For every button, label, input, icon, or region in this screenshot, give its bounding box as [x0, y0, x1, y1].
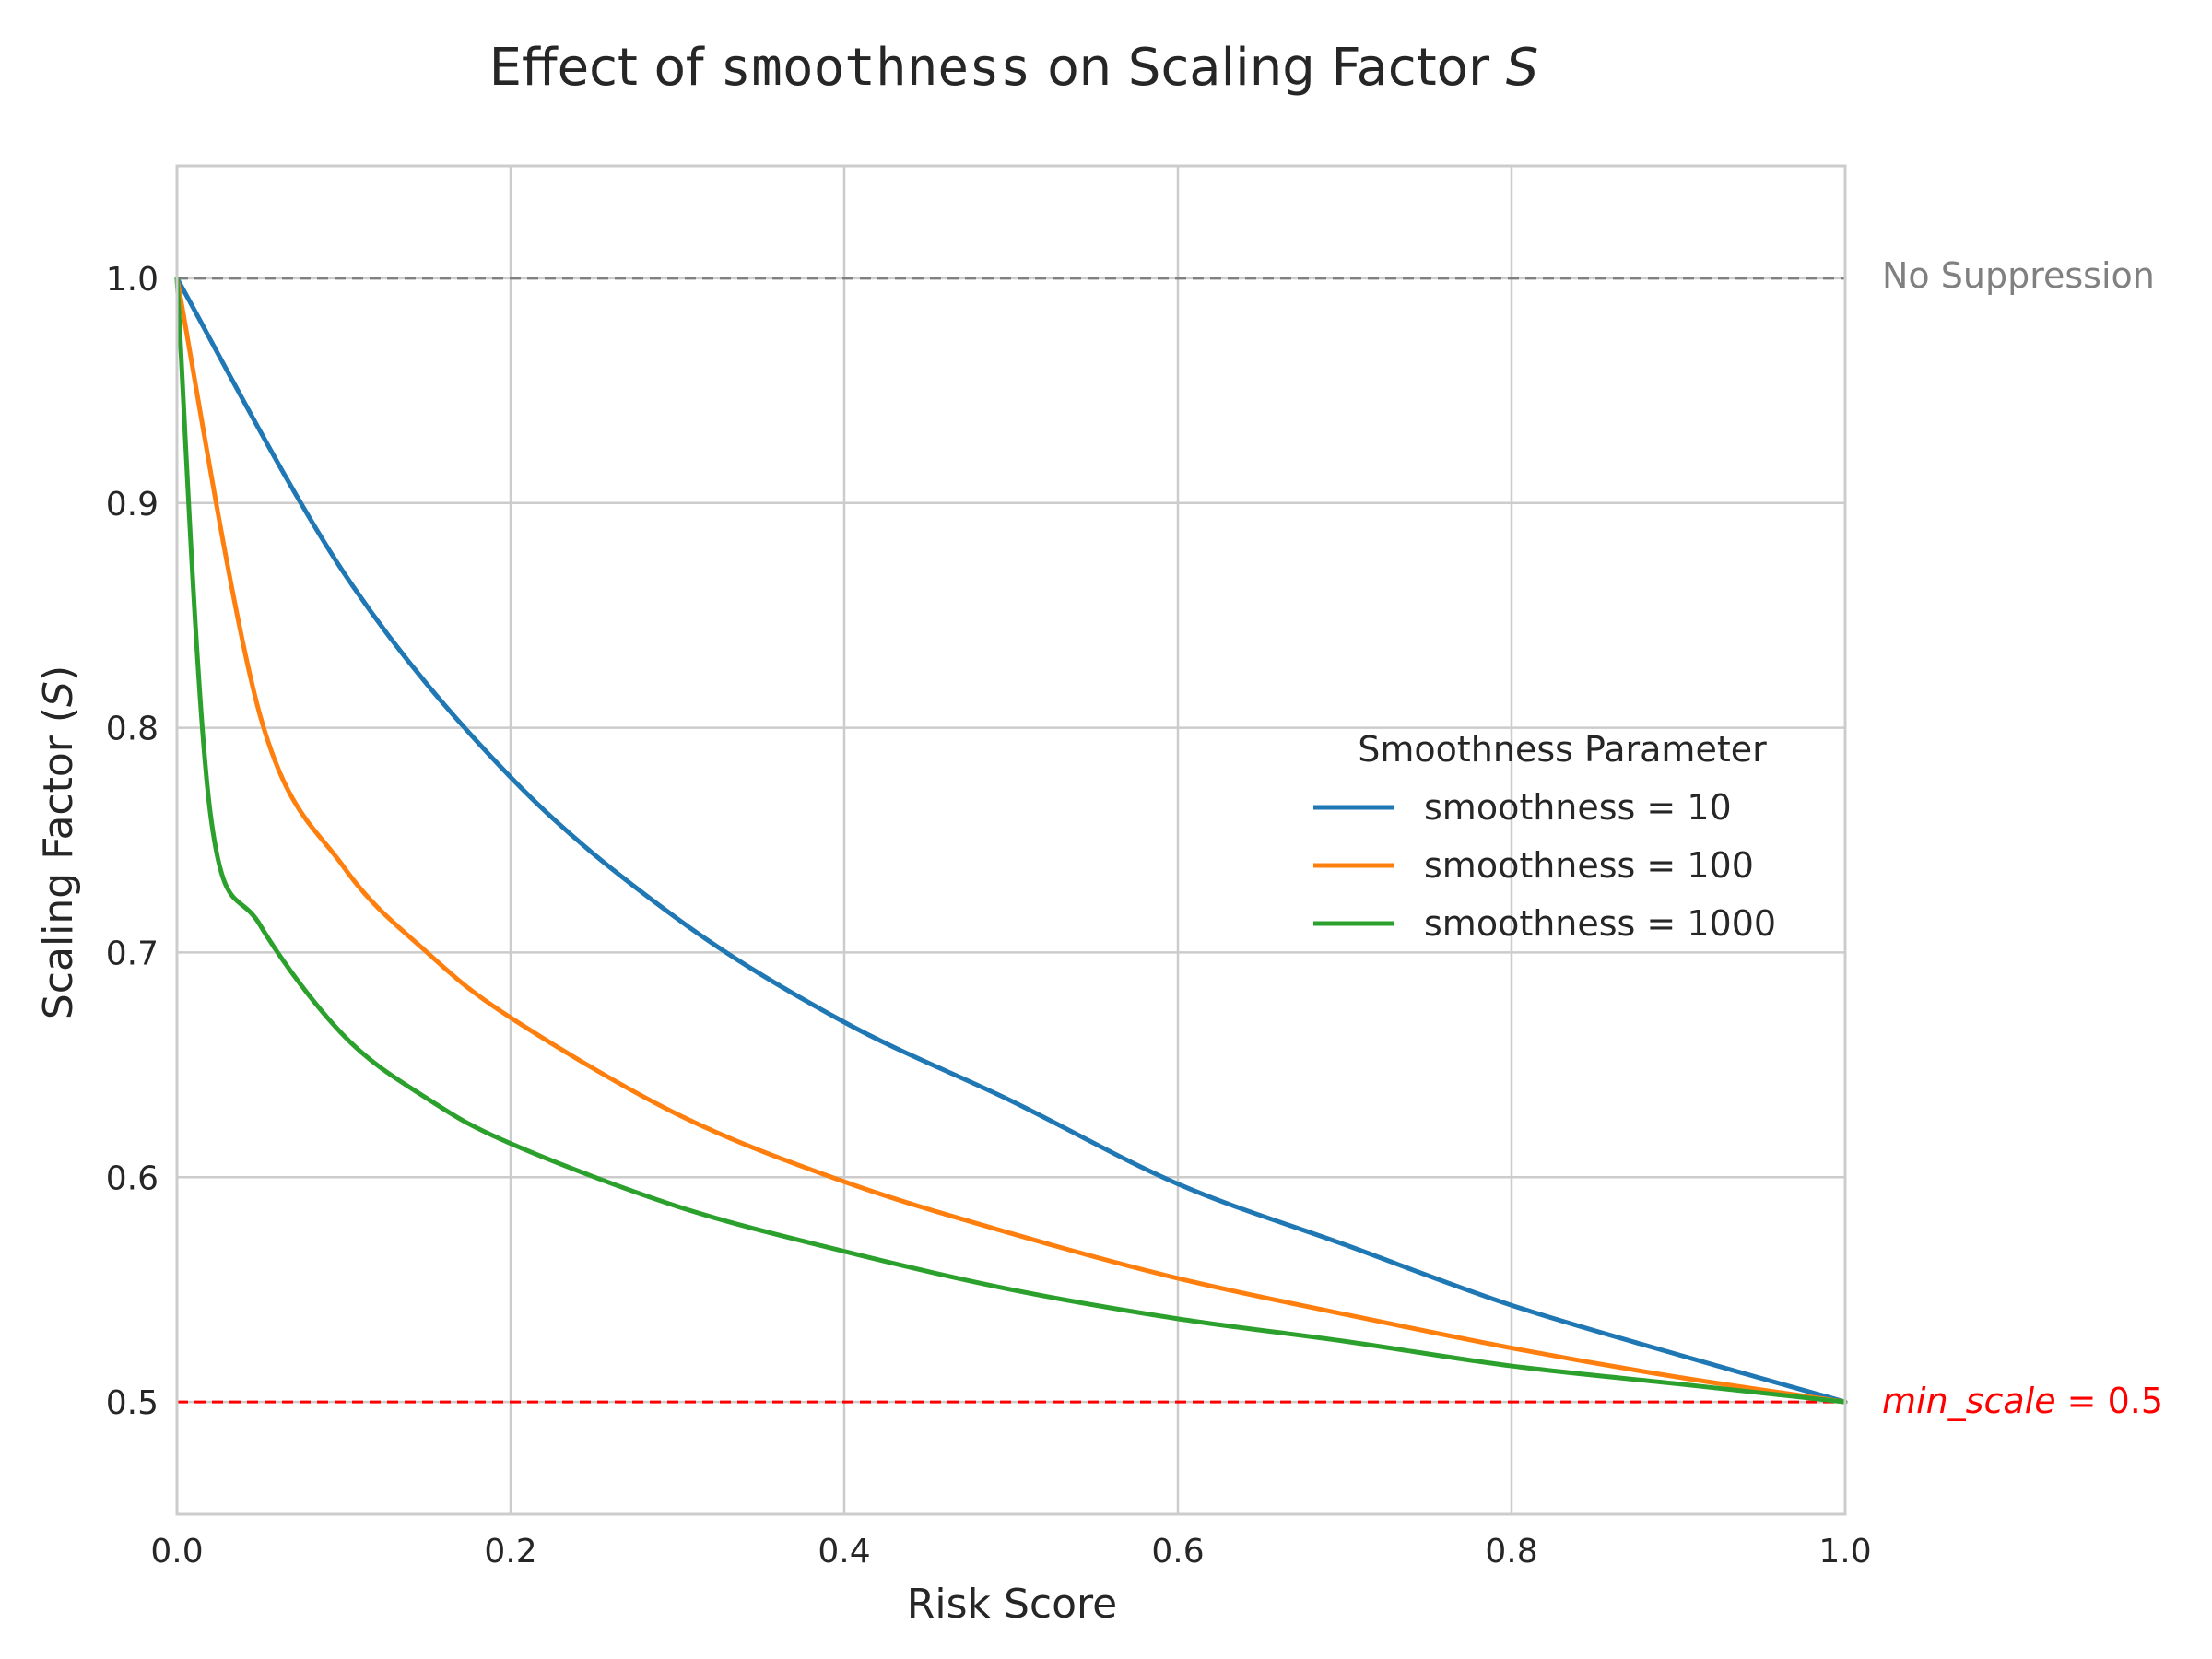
legend-item-smoothness-100: smoothness = 100	[1313, 845, 1754, 886]
series-line-smoothness-1000	[174, 276, 1848, 1405]
x-tick-label: 0.2	[484, 1533, 536, 1571]
y-tick-label: 0.8	[106, 711, 159, 748]
chart-title: Effect of smoothness on Scaling Factor S	[489, 38, 1539, 98]
plot-frame	[175, 164, 1847, 1516]
legend: Smoothness Parameter smoothness = 10 smo…	[1313, 729, 1776, 944]
series-lines	[174, 276, 1848, 1405]
x-tick-label: 0.6	[1151, 1533, 1204, 1571]
y-tick-label: 0.9	[106, 486, 159, 524]
tick-labels: 0.0 0.2 0.4 0.6 0.8 1.0 0.5 0.6 0.7 0.8 0.9 1.0	[106, 261, 1872, 1571]
x-tick-label: 0.8	[1485, 1533, 1537, 1571]
y-tick-label: 0.5	[106, 1384, 159, 1422]
no-suppression-label: No Suppression	[1882, 255, 2155, 296]
legend-item-smoothness-1000: smoothness = 1000	[1313, 903, 1776, 944]
legend-title: Smoothness Parameter	[1358, 729, 1767, 770]
x-axis-label: Risk Score	[907, 1581, 1117, 1628]
series-line-smoothness-10	[174, 276, 1848, 1405]
x-tick-label: 0.0	[150, 1533, 203, 1571]
reference-lines	[177, 276, 1845, 1404]
min-scale-label: min_scale = 0.5	[1882, 1381, 2163, 1421]
y-tick-label: 0.7	[106, 935, 159, 972]
y-tick-label: 1.0	[106, 261, 159, 299]
x-tick-label: 0.4	[818, 1533, 870, 1571]
y-tick-label: 0.6	[106, 1159, 159, 1197]
legend-label-smoothness-100: smoothness = 100	[1424, 845, 1754, 886]
legend-label-smoothness-10: smoothness = 10	[1424, 787, 1732, 828]
legend-item-smoothness-10: smoothness = 10	[1313, 787, 1732, 828]
x-tick-label: 1.0	[1818, 1533, 1871, 1571]
y-axis-label: Scaling Factor (S)	[35, 665, 82, 1019]
legend-label-smoothness-1000: smoothness = 1000	[1424, 903, 1776, 944]
series-line-smoothness-100	[174, 276, 1848, 1405]
